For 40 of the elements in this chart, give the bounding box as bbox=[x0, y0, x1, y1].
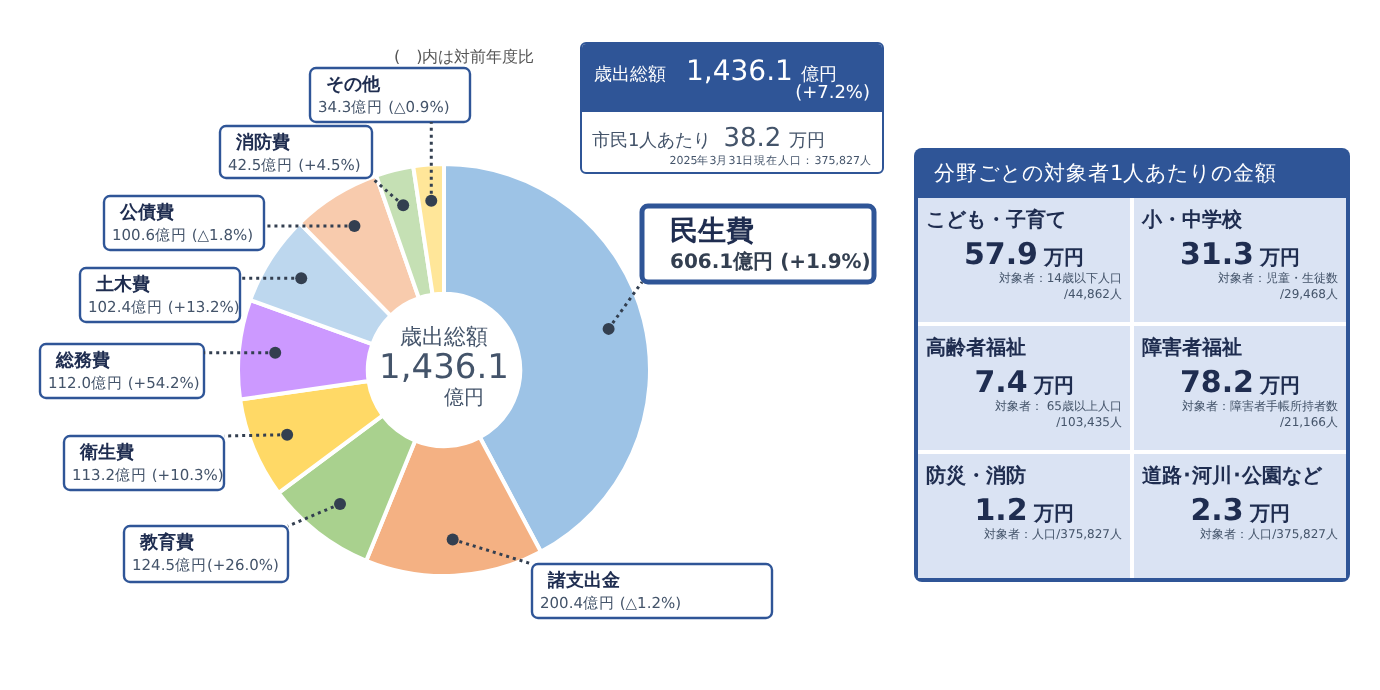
text: 小・中学校 bbox=[1142, 207, 1244, 234]
text: 道路･河川･公園など bbox=[1142, 463, 1324, 490]
text: 防災・消防 bbox=[926, 463, 1028, 490]
text: 1.2 bbox=[974, 492, 1028, 528]
text: 2.3 bbox=[1190, 492, 1244, 528]
text: 31.3 bbox=[1179, 236, 1254, 272]
text: 万円 bbox=[1260, 248, 1300, 270]
text: 7.4 bbox=[974, 364, 1028, 400]
text: 57.9 bbox=[963, 236, 1038, 272]
text: 万円 bbox=[1033, 376, 1074, 398]
text: 万円 bbox=[1044, 248, 1084, 270]
text: 億円 bbox=[442, 387, 486, 410]
text: 1,436.1 bbox=[686, 56, 793, 88]
text: 万円 bbox=[789, 132, 826, 152]
text: 億円 bbox=[800, 66, 837, 86]
slice-label: 民生費 bbox=[670, 216, 754, 248]
text: 高齢者福祉 bbox=[926, 334, 1028, 362]
text: 万円 bbox=[1033, 504, 1074, 526]
data-label: 606.1億円 (+1.9%) bbox=[670, 250, 871, 274]
text: 市民1人あたり bbox=[592, 132, 712, 152]
slice-label: 消防費 bbox=[234, 132, 290, 154]
text: 38.2 bbox=[723, 124, 782, 154]
text: (+7.2%) bbox=[795, 84, 870, 104]
slice-label: 総務費 bbox=[54, 350, 110, 372]
text: 1,436.1 bbox=[377, 348, 511, 389]
text: 歳出総額 bbox=[594, 66, 666, 86]
text: 障害者福祉 bbox=[1142, 334, 1244, 362]
text: ( )内は対前年度比 bbox=[394, 46, 535, 68]
text: 歳出総額 bbox=[398, 324, 490, 351]
text: 78.2 bbox=[1179, 364, 1254, 400]
slice-label: 諸支出金 bbox=[546, 570, 622, 592]
slice-label: 教育費 bbox=[138, 530, 194, 554]
text: 分野ごとの対象者1人あたりの金額 bbox=[932, 160, 1280, 190]
slice-label: 土木費 bbox=[94, 274, 150, 296]
slice-label: その他 bbox=[326, 74, 382, 96]
text: 万円 bbox=[1249, 504, 1290, 526]
text: 万円 bbox=[1260, 376, 1300, 398]
text: こども・子育て bbox=[926, 206, 1068, 234]
slice-label: 衛生費 bbox=[78, 442, 134, 464]
slice-label: 公債費 bbox=[118, 202, 174, 224]
